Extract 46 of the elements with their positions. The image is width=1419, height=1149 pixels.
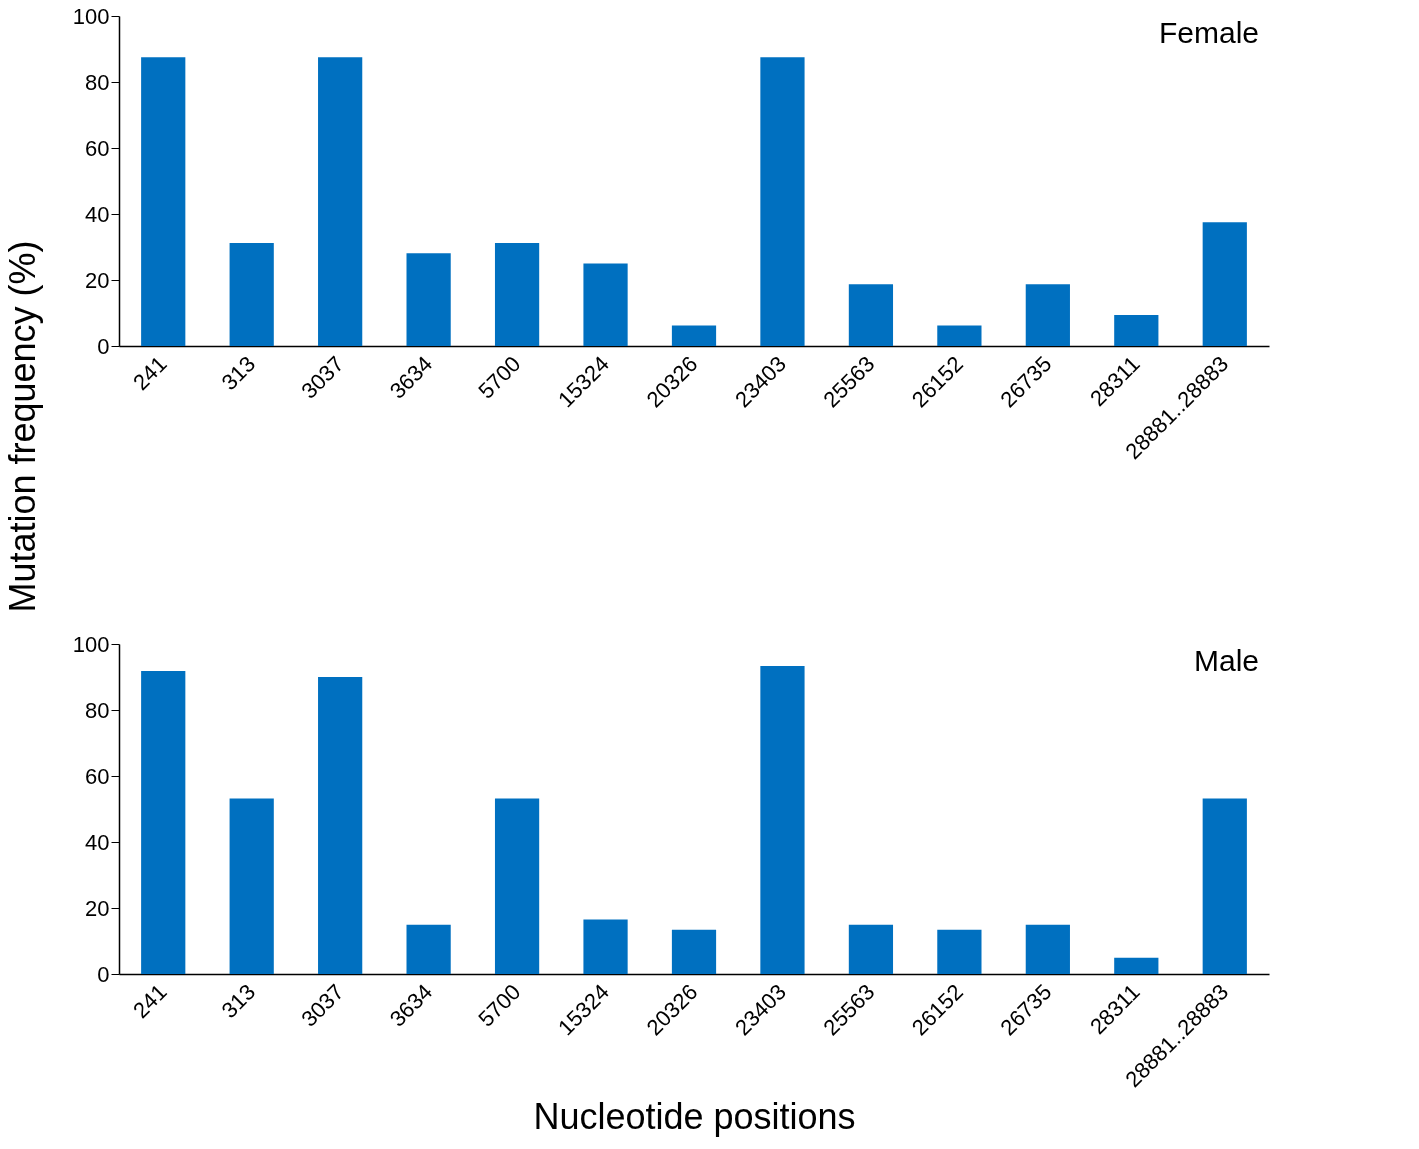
y-tick-label: 100 <box>72 3 110 29</box>
bar <box>494 798 540 974</box>
y-tick-label: 20 <box>85 267 110 293</box>
y-tick-label: 80 <box>85 69 110 95</box>
y-tick-label: 60 <box>85 763 110 789</box>
bar <box>760 666 805 974</box>
bar <box>1114 957 1159 974</box>
bar <box>229 243 274 346</box>
bar <box>141 671 186 974</box>
bar <box>1202 798 1247 974</box>
x-tick-label: 241 <box>128 351 172 395</box>
bar <box>406 253 451 346</box>
y-tick-label: 0 <box>97 333 110 359</box>
bar <box>406 924 451 974</box>
bar <box>1202 222 1247 346</box>
bar <box>848 924 894 974</box>
y-tick-label: 0 <box>97 961 110 987</box>
y-tick-label: 100 <box>72 631 110 657</box>
annotation: Male <box>1193 644 1259 677</box>
bar <box>937 929 982 974</box>
bar <box>937 325 982 346</box>
annotation: Female <box>1158 16 1259 49</box>
y-axis-title: Mutation frequency (%) <box>1 240 43 613</box>
bar <box>583 263 628 346</box>
y-tick-label: 40 <box>85 829 110 855</box>
bar <box>583 919 628 974</box>
bar <box>229 798 274 974</box>
bar <box>760 57 805 346</box>
y-tick-label: 60 <box>85 135 110 161</box>
bar <box>141 57 186 346</box>
y-tick-label: 20 <box>85 895 110 921</box>
bar <box>671 325 717 346</box>
x-axis-title: Nucleotide positions <box>533 1096 856 1138</box>
bar <box>318 57 363 346</box>
x-tick-label: 313 <box>216 351 261 395</box>
bar <box>848 284 894 346</box>
bar <box>1114 314 1159 346</box>
bar <box>1025 924 1070 974</box>
bar <box>1025 284 1070 346</box>
y-tick-label: 40 <box>85 201 110 227</box>
bar <box>671 929 717 974</box>
y-tick-label: 80 <box>85 697 110 723</box>
x-tick-label: 313 <box>216 979 261 1023</box>
x-tick-label: 241 <box>128 979 172 1023</box>
bar <box>318 677 363 974</box>
bar <box>494 243 540 346</box>
